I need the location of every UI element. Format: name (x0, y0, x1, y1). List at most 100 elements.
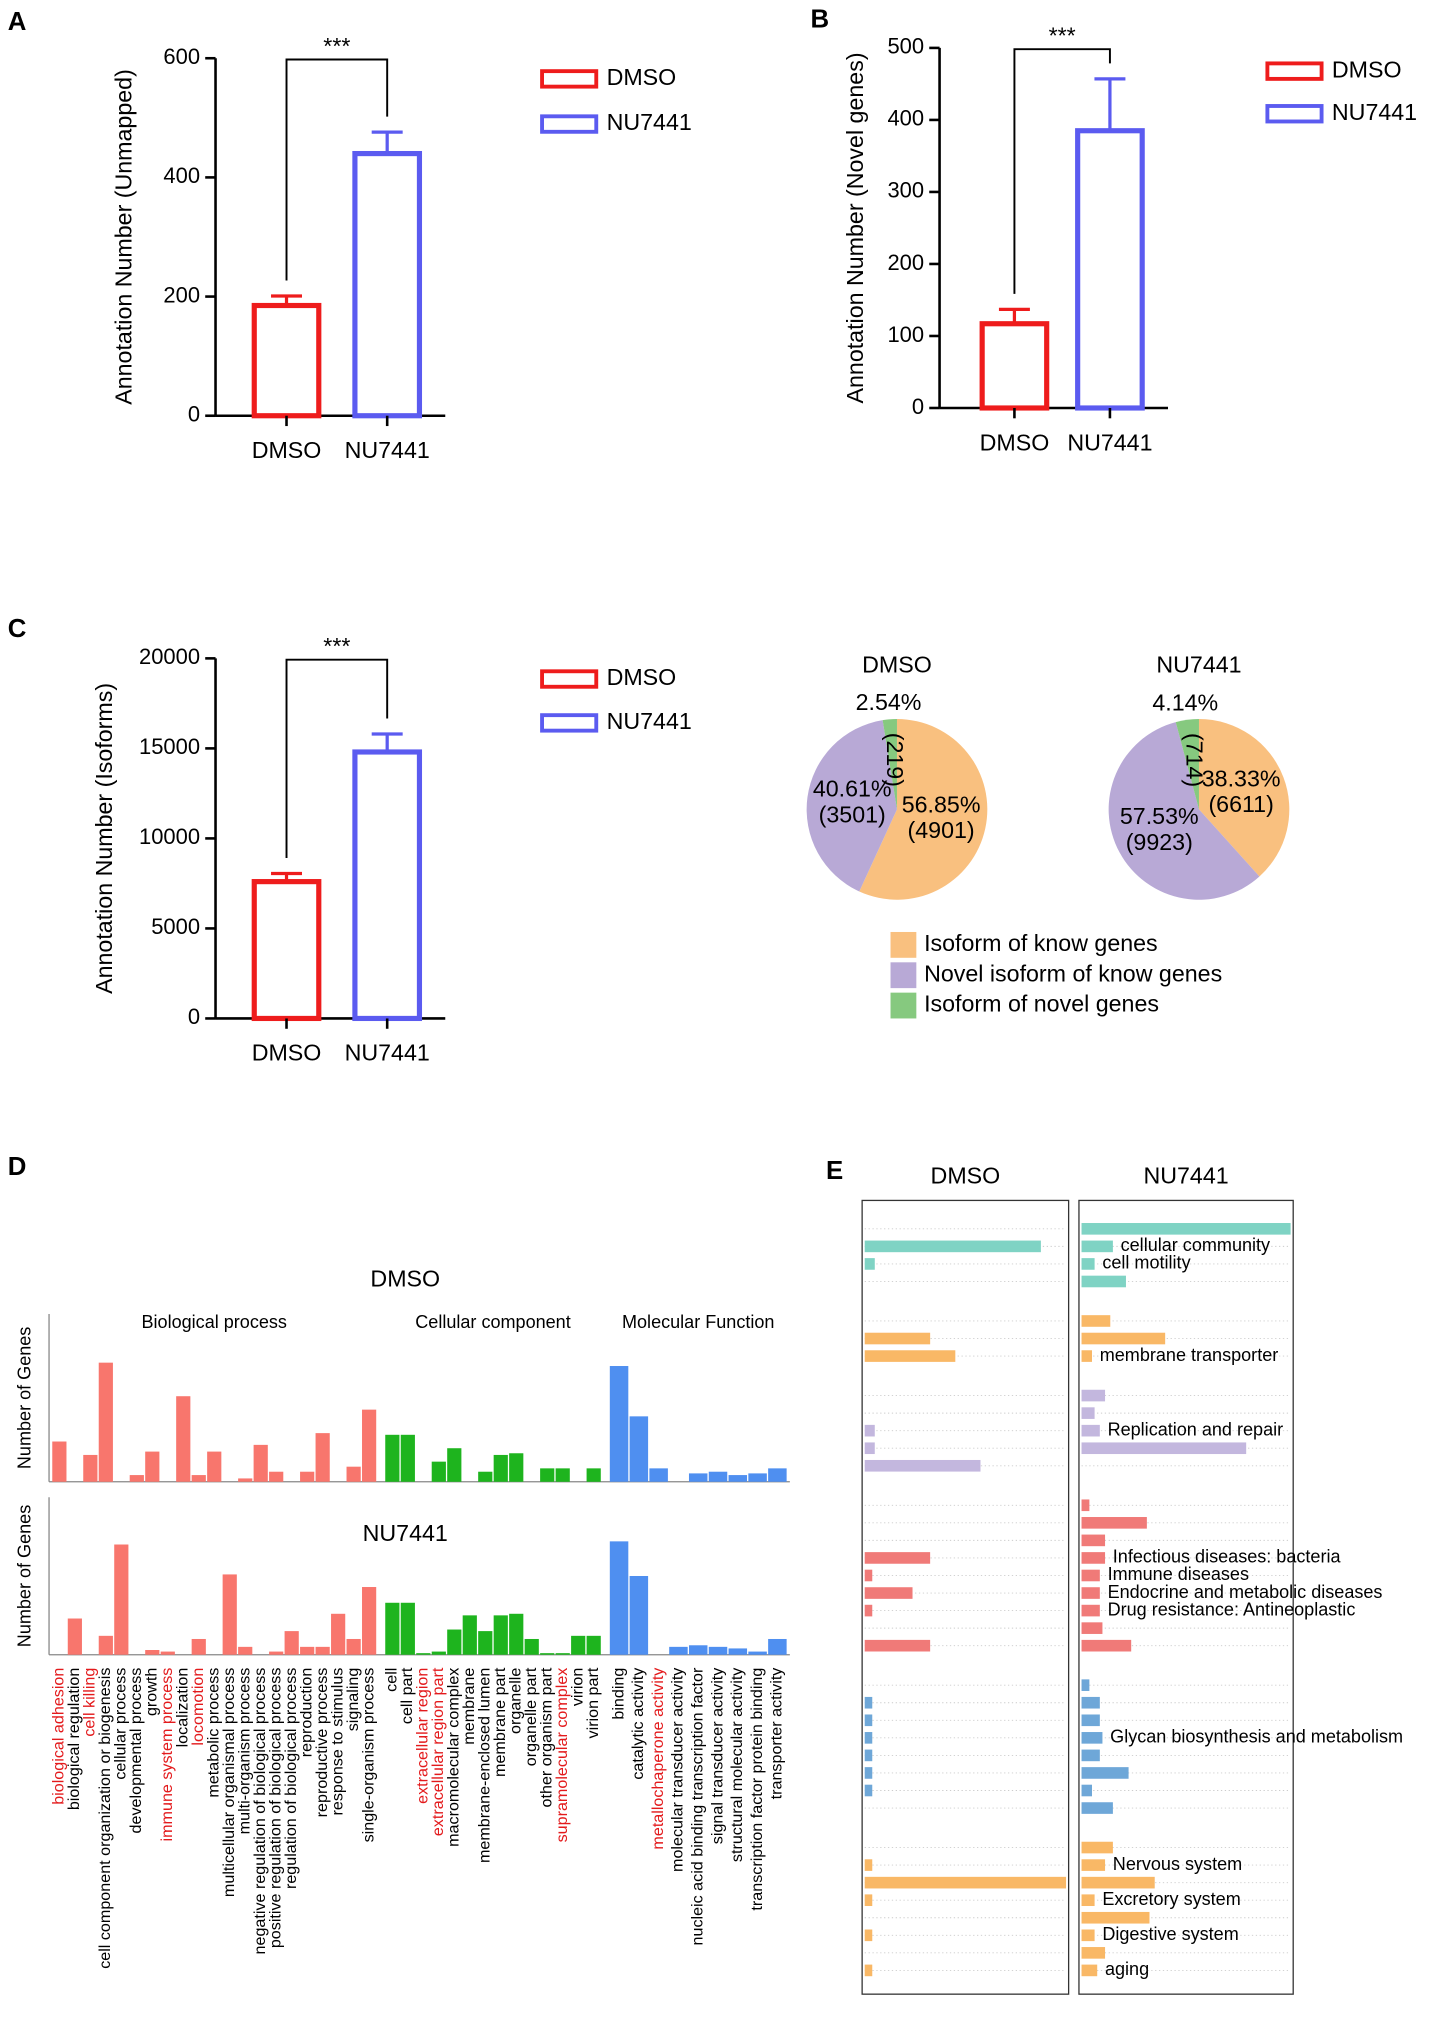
bar (284, 1631, 299, 1655)
bar (114, 1544, 129, 1655)
y-tick-label: 400 (163, 163, 200, 188)
pie-slice (882, 719, 897, 810)
bar (629, 1416, 649, 1482)
legend-swatch (1265, 104, 1324, 124)
y-tick-label: 500 (887, 34, 924, 59)
category-label: metabolic process (205, 1668, 223, 1798)
y-tick-label: 400 (887, 106, 924, 131)
annotation: Infectious diseases: bacteria (1113, 1547, 1342, 1567)
annotation: cellular community (1121, 1235, 1270, 1255)
y-tick-label: 200 (887, 250, 924, 275)
significance-bracket (285, 658, 389, 859)
bar (191, 1638, 206, 1655)
bar (207, 1451, 222, 1482)
y-tick-label: 5000 (151, 914, 200, 939)
bar (238, 1478, 253, 1482)
category-label: single-organism process (359, 1668, 377, 1843)
bar (160, 1651, 175, 1655)
annotation: cell motility (1102, 1253, 1190, 1273)
subplot-title: NU7441 (363, 1520, 448, 1546)
panel-letter: B (811, 6, 830, 34)
y-tick-label: 200 (163, 282, 200, 307)
bar (979, 321, 1050, 411)
bar (98, 1635, 113, 1655)
bar (145, 1650, 160, 1655)
error-bar (371, 732, 403, 752)
category-label: cell component organization or biogenesi… (96, 1668, 114, 1969)
bar (864, 1258, 875, 1270)
facet-frame (1078, 1199, 1294, 1995)
bar (1081, 1240, 1113, 1253)
bar (52, 1441, 67, 1482)
significance-label: *** (1049, 23, 1076, 49)
bar (1081, 1223, 1291, 1235)
bar (1081, 1442, 1247, 1455)
bar (346, 1466, 361, 1482)
pie-title: NU7441 (1156, 651, 1241, 677)
legend-label: Isoform of know genes (924, 930, 1158, 956)
bar (864, 1732, 873, 1744)
bar (586, 1468, 601, 1482)
bar (300, 1471, 315, 1482)
bar (1081, 1964, 1098, 1977)
bar (1081, 1517, 1147, 1529)
percent-label: 40.61% (813, 776, 892, 802)
y-axis-label: Number of Genes (15, 1505, 35, 1647)
panel-letter: A (8, 8, 27, 36)
error-bar (271, 294, 303, 306)
count-label: (9923) (1126, 829, 1193, 855)
bar (362, 1587, 377, 1655)
category-label: positive regulation of biological proces… (266, 1668, 284, 1949)
bar (346, 1638, 361, 1655)
bar (238, 1646, 253, 1655)
significance-label: *** (323, 633, 350, 659)
y-tick-label: 20000 (139, 644, 200, 669)
bar (864, 1569, 873, 1582)
category-label: reproduction (297, 1668, 315, 1758)
bar (586, 1635, 601, 1655)
category-label: membrane (460, 1668, 478, 1745)
category-label: membrane-enclosed lumen (476, 1668, 494, 1863)
bar (1081, 1929, 1095, 1942)
annotation: Excretory system (1102, 1889, 1240, 1909)
bar (1081, 1315, 1111, 1327)
bar (1075, 128, 1145, 411)
annotation: Digestive system (1102, 1924, 1238, 1944)
category-label: reproductive process (313, 1668, 331, 1818)
subplot-title: DMSO (370, 1266, 440, 1292)
bar (509, 1453, 524, 1482)
category-label: supramolecular complex (553, 1668, 571, 1843)
bar (447, 1629, 462, 1655)
bar (708, 1471, 728, 1482)
bar (1081, 1275, 1126, 1288)
legend-label: NU7441 (607, 109, 692, 135)
pie-title: DMSO (862, 651, 932, 677)
annotation: aging (1105, 1959, 1149, 1979)
bar (629, 1575, 649, 1655)
bar (1081, 1679, 1090, 1691)
error-bar (271, 871, 303, 882)
legend-label: DMSO (607, 64, 677, 90)
percent-label: 56.85% (902, 791, 981, 817)
bar (768, 1638, 787, 1655)
bar (864, 1784, 873, 1797)
bar (864, 1894, 873, 1907)
bar (1081, 1350, 1092, 1362)
percent-label: 2.54% (856, 689, 922, 715)
bar (571, 1635, 586, 1655)
bar (555, 1468, 570, 1482)
annotation: Immune diseases (1108, 1564, 1249, 1584)
bar (864, 1876, 1067, 1889)
bar (300, 1646, 315, 1655)
bar (1081, 1749, 1100, 1762)
bar (509, 1613, 524, 1655)
category-label: organelle part (522, 1667, 540, 1766)
bar (352, 150, 423, 419)
category-label: transporter activity (768, 1667, 786, 1800)
y-axis-label: Annotation Number (Novel genes) (842, 52, 868, 403)
significance-label: *** (323, 33, 350, 59)
bar (864, 1696, 873, 1709)
bar (431, 1461, 446, 1482)
bar (1081, 1894, 1095, 1907)
annotation: membrane transporter (1100, 1345, 1279, 1365)
